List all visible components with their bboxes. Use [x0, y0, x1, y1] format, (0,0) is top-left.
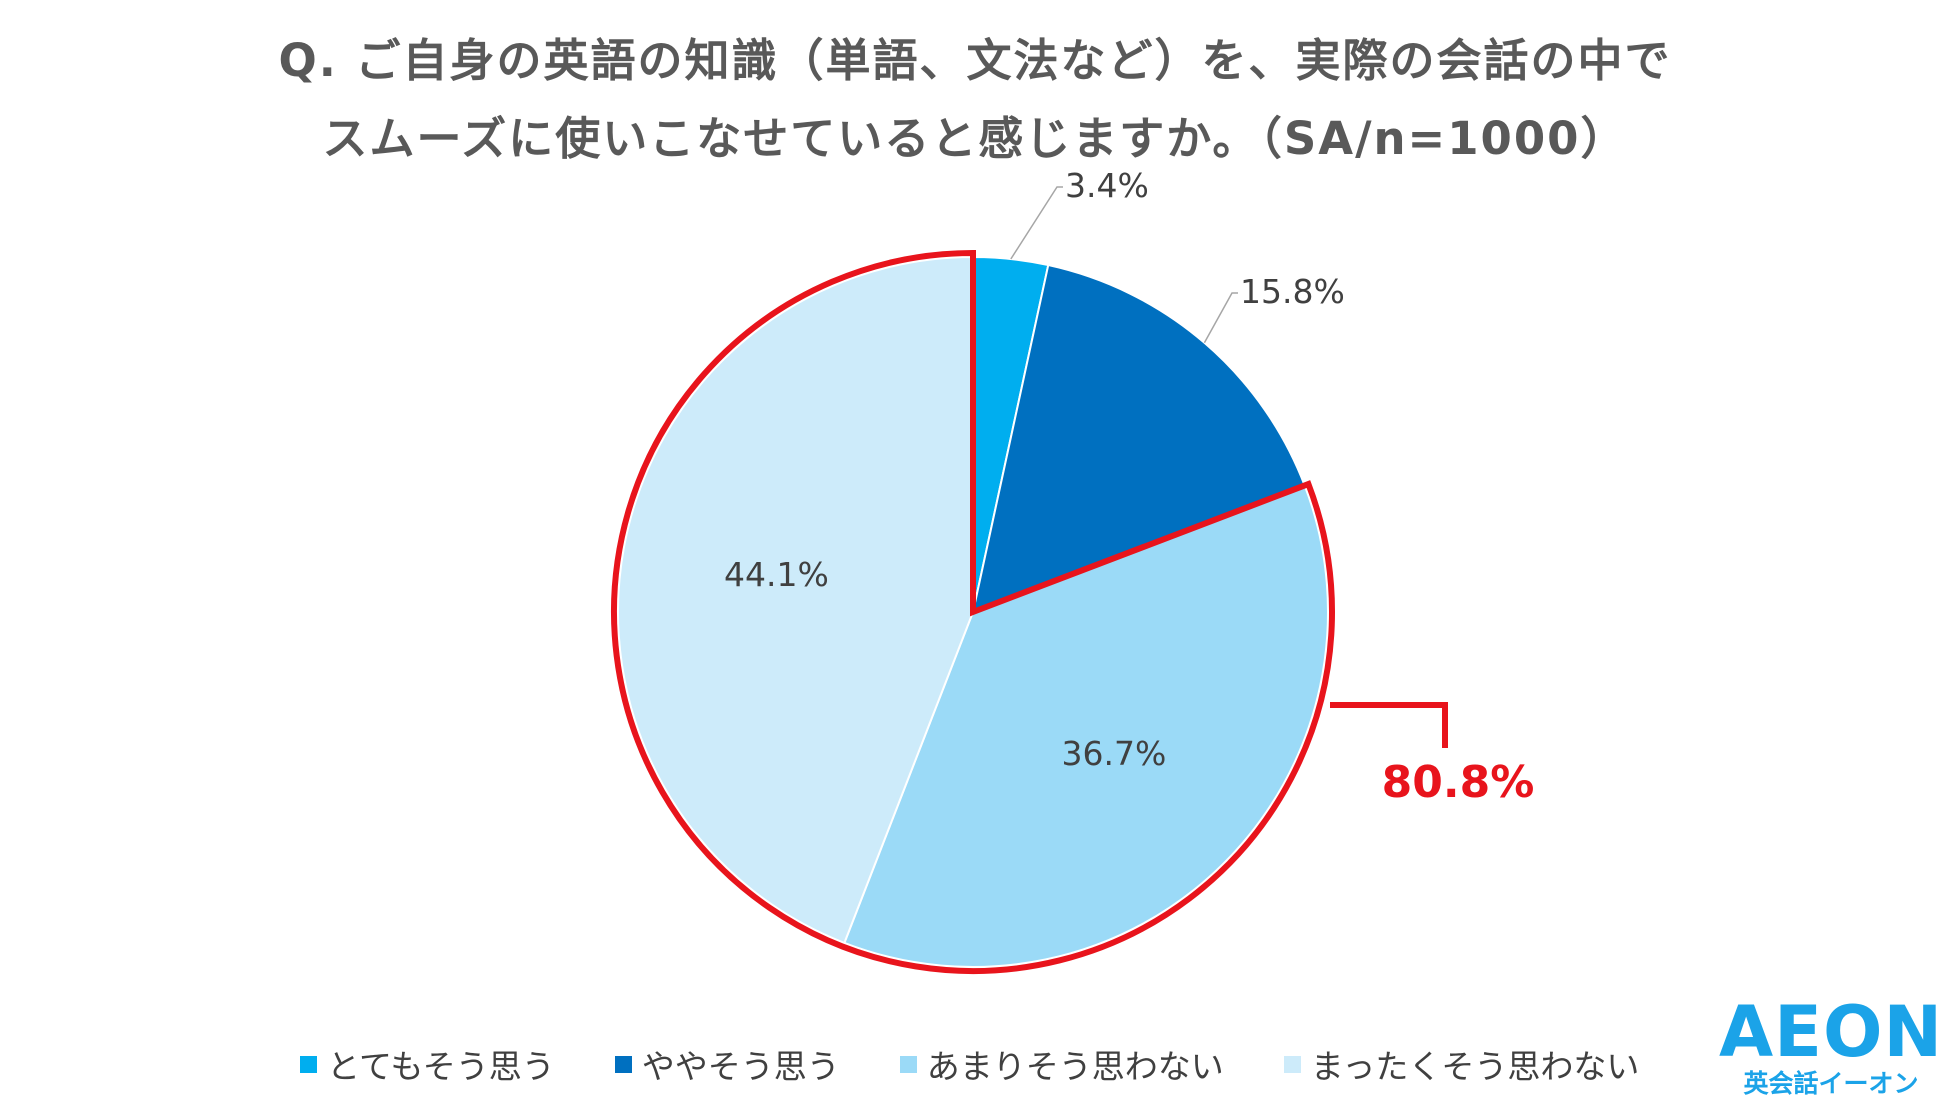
highlight-total-label: 80.8% [1382, 757, 1535, 808]
leader-line-1 [1010, 186, 1063, 260]
slice-label-2: 15.8% [1240, 272, 1345, 311]
pie-slice-2 [971, 263, 1306, 614]
logo-main-text: AEON [1718, 991, 1944, 1073]
highlight-outline [611, 249, 1335, 974]
legend-swatch-3 [899, 1055, 917, 1073]
slice-label-3: 36.7% [1062, 734, 1167, 773]
legend-label-2: ややそう思う [641, 1047, 840, 1086]
slice-label-4: 44.1% [724, 555, 829, 594]
title-line-1: Q. ご自身の英語の知識（単語、文法など）を、実際の会話の中で [278, 34, 1672, 87]
legend-swatch-2 [614, 1055, 632, 1073]
title-line-2: スムーズに使いこなせていると感じますか。（SA/n=1000） [322, 112, 1628, 165]
legend-swatch-1 [300, 1055, 317, 1073]
legend-label-1: とてもそう思う [327, 1047, 555, 1086]
slice-label-1: 3.4% [1065, 166, 1149, 205]
legend-swatch-4 [1283, 1055, 1301, 1073]
pie-slice-4 [617, 255, 974, 945]
highlight-bracket [1330, 702, 1448, 748]
legend-item-4: まったくそう思わない [1283, 1040, 1640, 1088]
chart-title: Q. ご自身の英語の知識（単語、文法など）を、実際の会話の中で スムーズに使いこ… [0, 22, 1950, 178]
leader-line-2 [1203, 292, 1238, 344]
legend: とてもそう思う ややそう思う あまりそう思わない まったくそう思わない [300, 1040, 1639, 1088]
legend-item-3: あまりそう思わない [899, 1040, 1224, 1088]
legend-label-4: まったくそう思わない [1310, 1047, 1640, 1086]
legend-item-2: ややそう思う [614, 1040, 840, 1088]
logo-sub-text: 英会話イーオン [1743, 1069, 1919, 1098]
aeon-logo: AEON 英会話イーオン [1715, 995, 1947, 1099]
legend-item-1: とてもそう思う [300, 1040, 555, 1088]
pie-slice-3 [843, 484, 1329, 968]
legend-label-3: あまりそう思わない [926, 1047, 1224, 1086]
